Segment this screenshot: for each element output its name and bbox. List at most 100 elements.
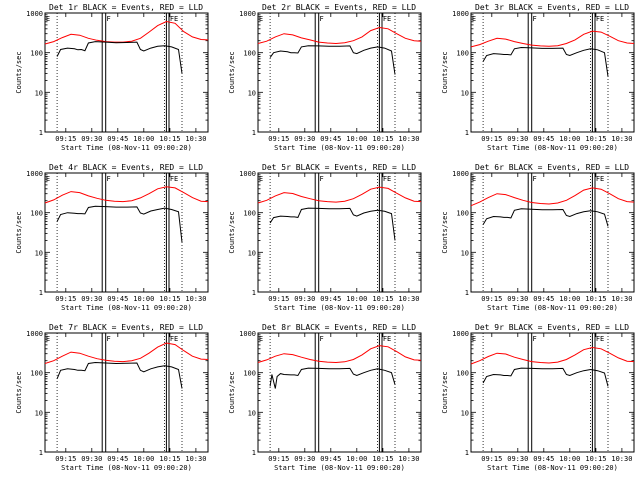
- region-label: FE: [170, 175, 178, 183]
- series-line-black: [482, 46, 609, 77]
- y-tick-label: 1000: [26, 10, 43, 18]
- series-line-red: [44, 186, 209, 204]
- y-tick-label: 1000: [239, 330, 256, 338]
- series-line-black: [56, 41, 183, 74]
- x-tick-label: 09:15: [55, 135, 76, 143]
- y-tick-label: 1: [465, 449, 469, 457]
- series-line-black: [269, 45, 396, 75]
- region-label: E: [472, 335, 476, 343]
- x-tick-label: 10:15: [159, 295, 180, 303]
- plot-frame: [257, 332, 422, 453]
- series-line-black: [482, 367, 609, 387]
- plot-frame: [470, 332, 635, 453]
- x-tick-label: 09:30: [81, 135, 102, 143]
- series-line-red: [257, 26, 422, 45]
- x-tick-label: 09:45: [320, 455, 341, 463]
- y-axis-label: Counts/sec: [15, 51, 23, 93]
- y-tick-label: 100: [456, 210, 469, 218]
- series-line-black: [56, 205, 183, 243]
- x-tick-label: 10:00: [559, 135, 580, 143]
- y-tick-label: 10: [35, 89, 43, 97]
- x-tick-label: 10:00: [559, 455, 580, 463]
- x-tick-label: 10:30: [398, 455, 419, 463]
- y-tick-label: 100: [30, 370, 43, 378]
- x-tick-label: 10:15: [159, 135, 180, 143]
- y-axis-label: Counts/sec: [228, 51, 236, 93]
- x-tick-label: 09:30: [507, 135, 528, 143]
- x-tick-label: 09:30: [81, 295, 102, 303]
- x-tick-label: 10:30: [611, 295, 632, 303]
- y-tick-label: 100: [456, 50, 469, 58]
- x-tick-label: 09:15: [268, 455, 289, 463]
- chart-panel: Det 7r BLACK = Events, RED = LLD 1 10 100 10…: [15, 323, 209, 472]
- panel-title: Det 8r BLACK = Events, RED = LLD: [262, 323, 416, 332]
- panel-title: Det 3r BLACK = Events, RED = LLD: [475, 3, 629, 12]
- region-label: F: [533, 335, 537, 343]
- region-label: E: [259, 15, 263, 23]
- region-label: F: [320, 335, 324, 343]
- y-tick-label: 1000: [452, 170, 469, 178]
- x-tick-label: 09:45: [107, 455, 128, 463]
- chart-panel: Det 1r BLACK = Events, RED = LLD 1 10 100 10…: [15, 3, 209, 152]
- region-label: E: [46, 15, 50, 23]
- chart-panel: Det 8r BLACK = Events, RED = LLD 1 10 100 10…: [228, 323, 422, 472]
- x-tick-label: 10:30: [611, 135, 632, 143]
- region-label: FE: [383, 15, 391, 23]
- x-tick-label: 10:15: [372, 295, 393, 303]
- chart-panel: Det 3r BLACK = Events, RED = LLD 1 10 100 10…: [441, 3, 635, 152]
- x-tick-label: 10:30: [185, 295, 206, 303]
- y-tick-label: 1000: [239, 10, 256, 18]
- x-tick-label: 09:45: [533, 135, 554, 143]
- y-tick-label: 10: [35, 249, 43, 257]
- panel-title: Det 6r BLACK = Events, RED = LLD: [475, 163, 629, 172]
- x-tick-label: 09:15: [55, 295, 76, 303]
- y-tick-label: 100: [243, 50, 256, 58]
- x-axis-label: Start Time (08-Nov-11 09:00:20): [274, 464, 405, 472]
- x-tick-label: 09:45: [107, 295, 128, 303]
- region-label: FE: [170, 15, 178, 23]
- x-tick-label: 09:15: [268, 295, 289, 303]
- x-axis-label: Start Time (08-Nov-11 09:00:20): [487, 144, 618, 152]
- y-tick-label: 10: [35, 409, 43, 417]
- y-tick-label: 10: [248, 89, 256, 97]
- y-axis-label: Counts/sec: [15, 211, 23, 253]
- x-tick-label: 10:15: [159, 455, 180, 463]
- series-line-black: [482, 208, 609, 227]
- plot-frame: [44, 12, 209, 133]
- region-label: F: [107, 175, 111, 183]
- panel-title: Det 5r BLACK = Events, RED = LLD: [262, 163, 416, 172]
- y-tick-label: 100: [243, 210, 256, 218]
- region-label: FE: [383, 175, 391, 183]
- x-tick-label: 09:45: [533, 455, 554, 463]
- x-tick-label: 10:30: [185, 455, 206, 463]
- y-tick-label: 1: [252, 449, 256, 457]
- region-label: FE: [596, 15, 604, 23]
- x-tick-label: 09:45: [320, 295, 341, 303]
- x-tick-label: 10:00: [346, 295, 367, 303]
- x-tick-label: 09:15: [55, 455, 76, 463]
- plot-frame: [470, 172, 635, 293]
- series-line-red: [257, 186, 422, 204]
- region-label: FE: [170, 335, 178, 343]
- y-axis-label: Counts/sec: [228, 371, 236, 413]
- x-tick-label: 09:30: [81, 455, 102, 463]
- x-axis-label: Start Time (08-Nov-11 09:00:20): [274, 304, 405, 312]
- series-line-red: [470, 187, 635, 207]
- plot-frame: [257, 12, 422, 133]
- x-tick-label: 09:45: [320, 135, 341, 143]
- region-label: F: [107, 335, 111, 343]
- chart-panel: Det 6r BLACK = Events, RED = LLD 1 10 100 10…: [441, 163, 635, 312]
- x-axis-label: Start Time (08-Nov-11 09:00:20): [487, 464, 618, 472]
- panel-title: Det 7r BLACK = Events, RED = LLD: [49, 323, 203, 332]
- region-label: FE: [383, 335, 391, 343]
- series-line-red: [470, 346, 635, 365]
- series-line-red: [44, 342, 209, 364]
- x-tick-label: 10:15: [372, 455, 393, 463]
- y-tick-label: 1: [39, 129, 43, 137]
- y-tick-label: 1: [465, 129, 469, 137]
- y-tick-label: 10: [461, 409, 469, 417]
- x-tick-label: 10:00: [133, 135, 154, 143]
- y-tick-label: 10: [461, 249, 469, 257]
- y-tick-label: 1000: [26, 170, 43, 178]
